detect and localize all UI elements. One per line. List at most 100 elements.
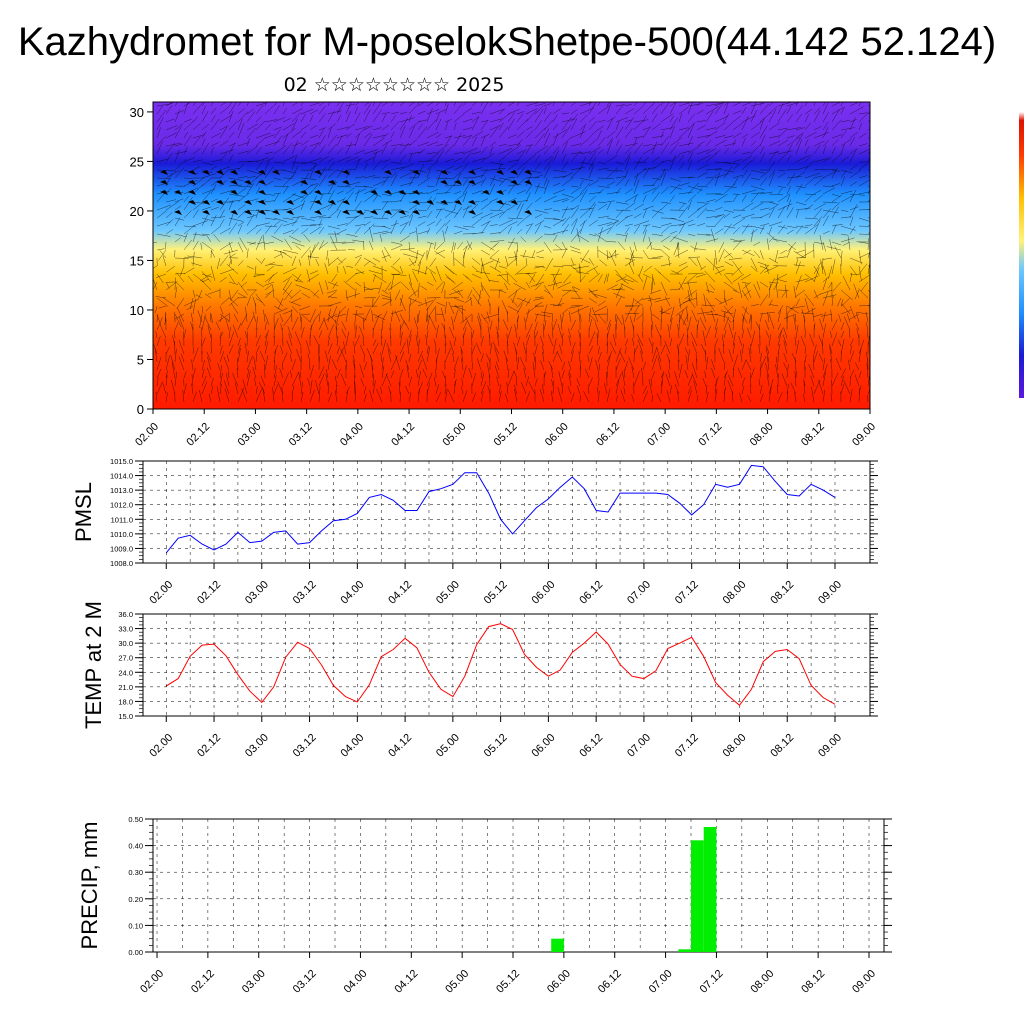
wind-barb [294,331,302,347]
wind-barb [489,342,493,355]
wind-barb [561,172,573,179]
wind-barb [354,107,358,115]
wind-barb [165,199,176,203]
wind-barb [444,219,451,227]
wind-barb [489,118,503,123]
wind-barb [753,250,761,259]
wind-barb [650,324,653,339]
wind-barb [685,355,689,371]
wind-barb [793,315,797,331]
wind-barb [392,273,401,276]
wind-barb [281,386,284,403]
wind-barb [597,105,610,115]
wind-barb [345,133,352,139]
wind-barb [525,177,540,179]
wind-barb [747,394,752,403]
wind-barb [264,157,274,163]
wind-barb [831,109,840,123]
wind-barb [588,156,597,171]
wind-barb [363,109,371,123]
wind-barb [453,102,457,107]
wind-barb [714,327,718,339]
wind-barb [773,238,788,243]
wind-barb [795,113,803,123]
wind-barb [190,321,194,331]
wind-barb [705,110,714,123]
wind-barb [291,194,306,203]
temp-ylabel: TEMP at 2 M [81,601,106,729]
wind-barb [336,368,341,379]
wind-barb [552,338,557,355]
wind-barb [829,346,833,363]
wind-barb [498,162,502,171]
wind-barb [210,165,217,171]
wind-barb [516,303,523,315]
wind-barb [489,265,502,273]
wind-barb [631,366,635,379]
wind-barb [642,194,647,203]
wind-barb [237,241,244,253]
wind-barb [246,331,248,347]
wind-flag [272,210,280,215]
wind-barb [651,192,660,203]
wind-barb [282,174,294,187]
wind-barb [660,222,672,227]
wind-barb [855,312,860,323]
wind-barb [502,319,509,331]
wind-barb [597,102,601,107]
wind-barb [480,353,484,363]
wind-barb [426,152,436,155]
wind-barb [525,102,540,107]
wind-barb [453,157,463,163]
wind-barb [338,257,347,265]
wind-barb [804,172,820,179]
wind-barb [156,357,162,371]
wind-barb [534,183,540,195]
wind-barb [246,176,256,179]
wind-barb [507,159,519,163]
wind-barb [381,193,392,197]
wind-barb [606,350,613,363]
wind-barb [642,167,651,179]
wind-barb [426,131,439,139]
wind-barb [570,342,576,355]
wind-flag [454,180,462,185]
wind-barb [561,264,577,267]
wind-barb [849,338,854,347]
wind-barb [462,118,473,123]
wind-barb [732,391,734,403]
wind-barb [656,347,662,363]
wind-barb [354,256,362,267]
wind-barb [813,158,828,163]
wind-barb [642,205,654,211]
wind-barb [646,241,653,250]
wind-barb [444,208,456,219]
wind-barb [399,235,410,243]
wind-barb [219,115,232,123]
wind-barb [417,350,423,363]
wind-barb [343,266,347,275]
wind-barb [399,118,409,131]
wind-barb [300,172,310,187]
wind-barb [822,241,827,252]
wind-flag [216,170,224,175]
wind-barb [264,292,272,299]
wind-barb [291,102,299,107]
wind-barb [255,102,268,107]
temp-ytick-label: 36.0 [118,610,133,619]
wind-barb [567,386,572,395]
chart-subtitle: 02 ☆☆☆☆☆☆☆☆ 2025 [284,74,505,96]
wind-barb [156,141,163,155]
wind-barb [556,351,563,363]
wind-flag [342,170,350,175]
wind-flag [440,180,448,185]
wind-barb [525,323,533,339]
wind-barb [453,305,466,311]
wind-barb [363,221,371,227]
wind-barb [804,297,810,313]
wind-barb [354,281,362,287]
wind-barb [831,259,836,275]
wind-barb [174,109,181,123]
wind-barb [471,212,483,219]
wind-barb [237,209,247,219]
